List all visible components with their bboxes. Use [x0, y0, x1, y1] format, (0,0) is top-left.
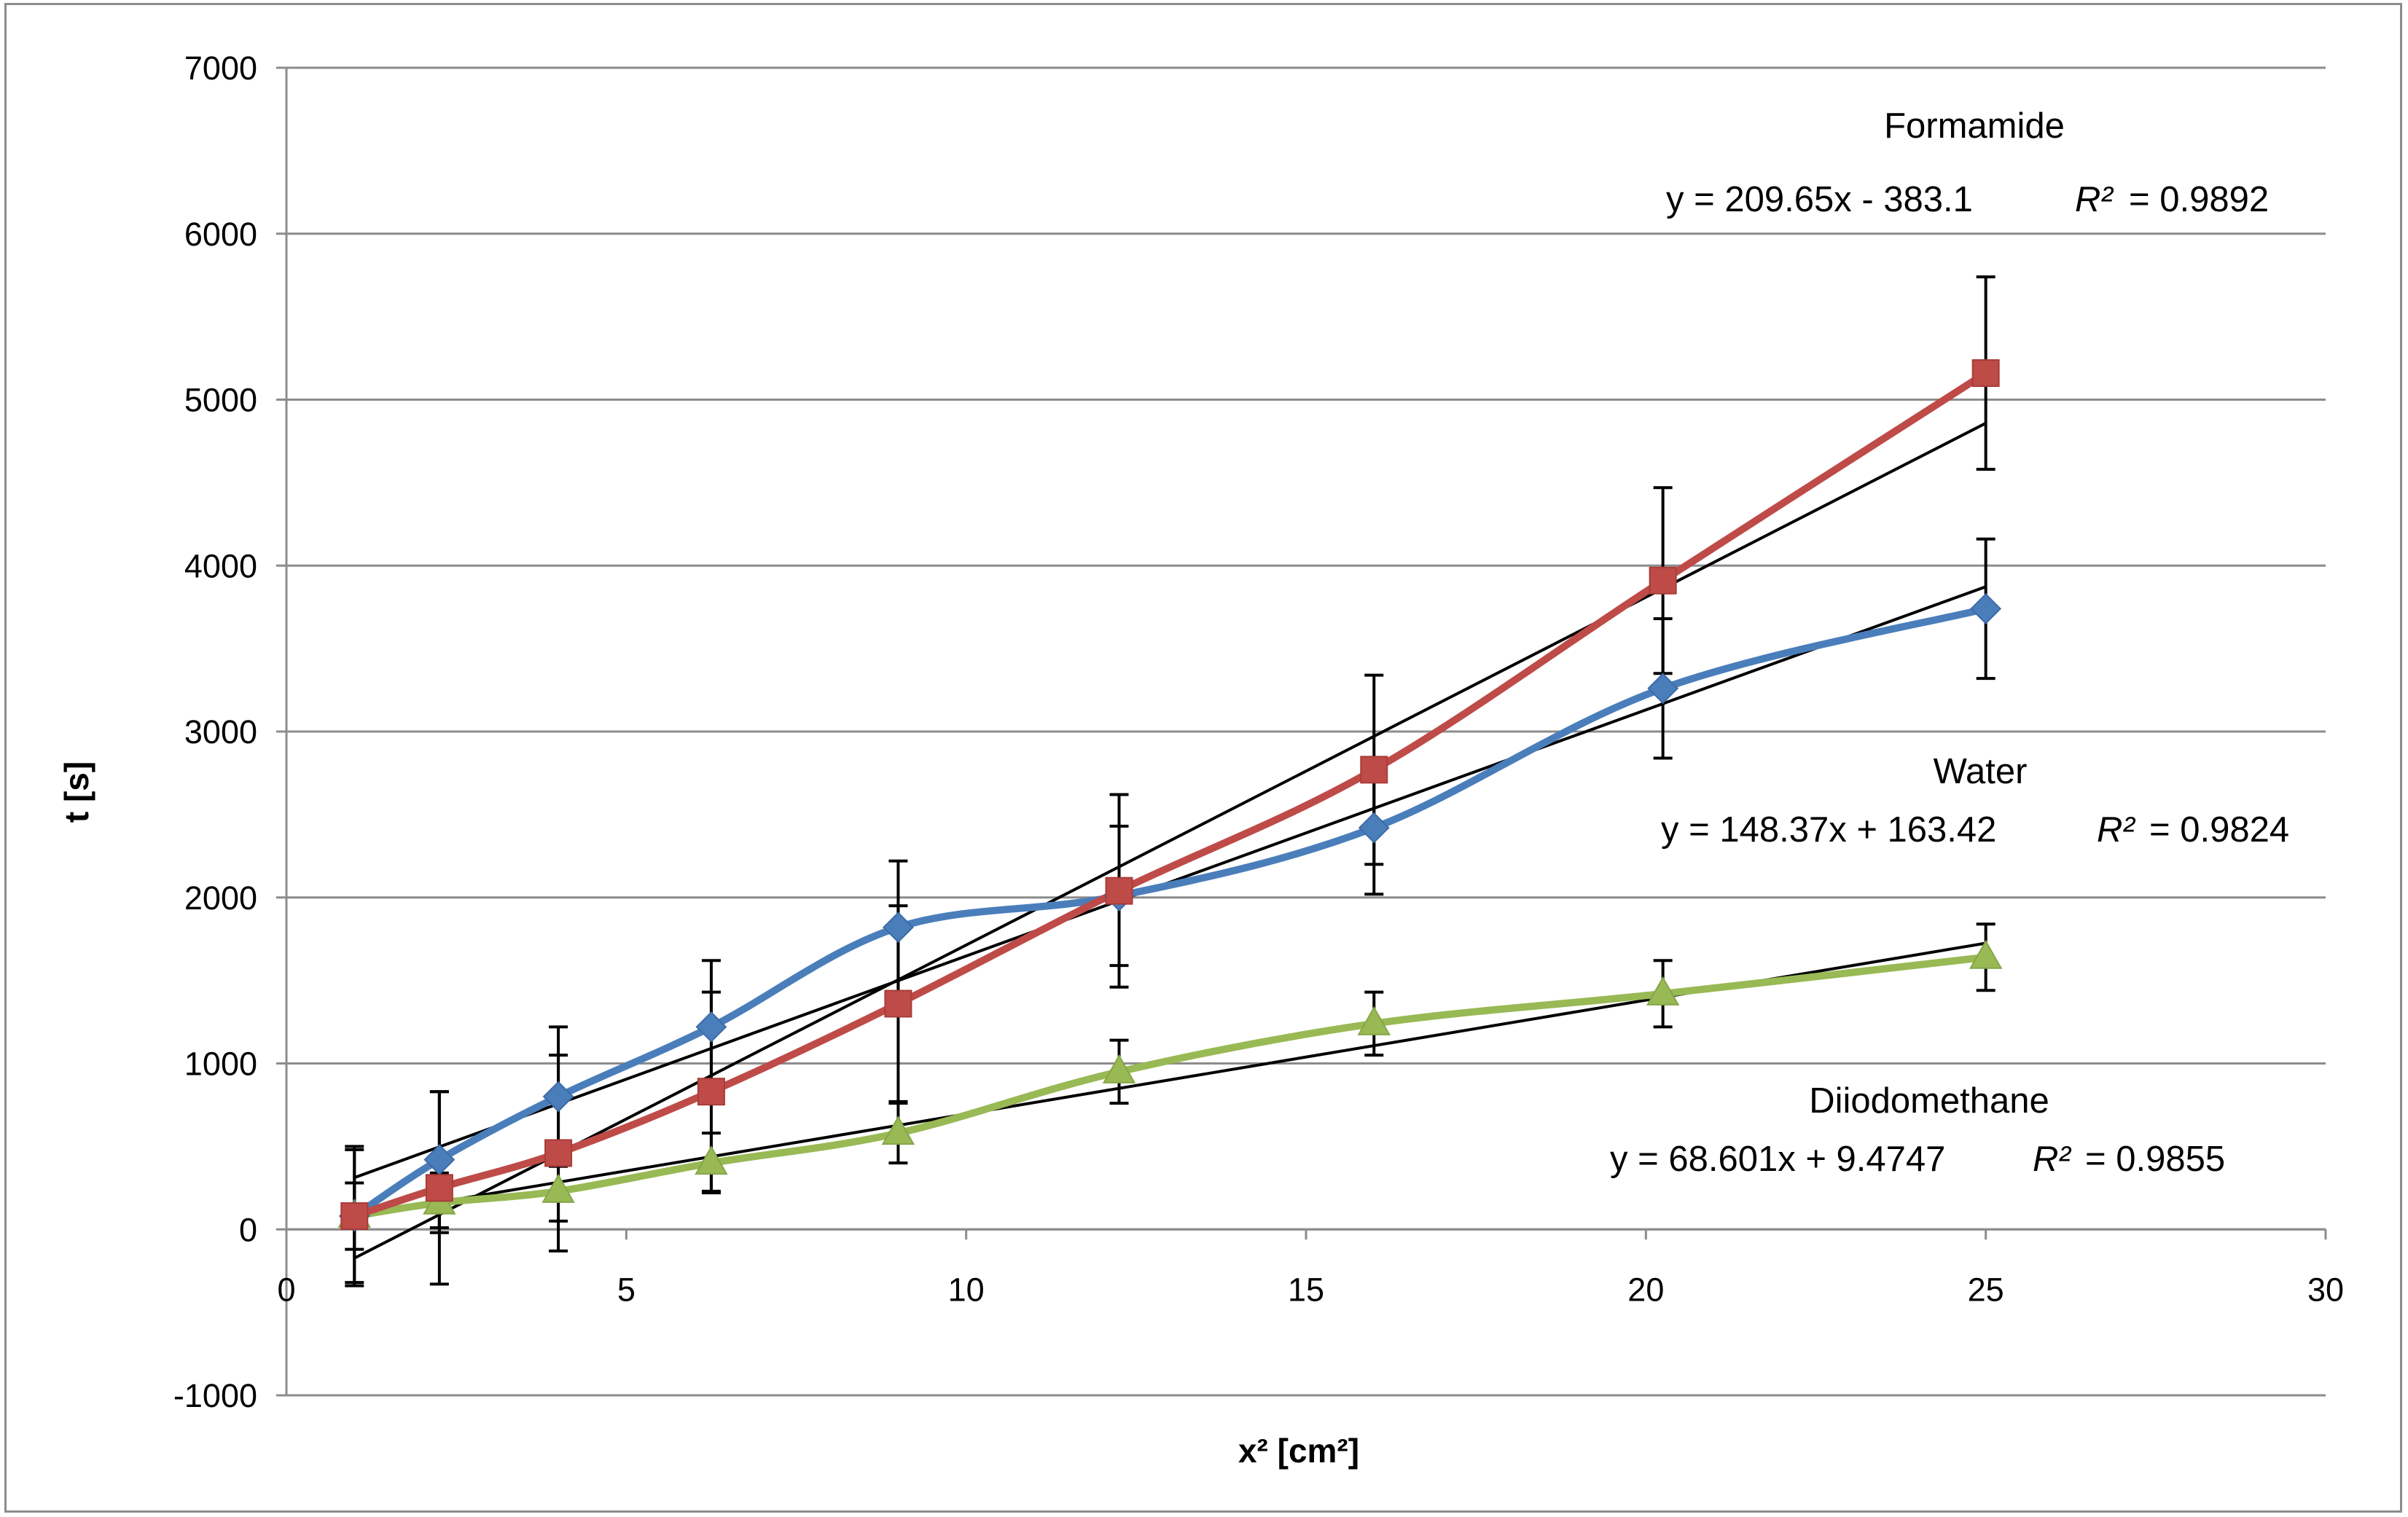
marker-layer	[337, 359, 2003, 1232]
diiodomethane-marker	[881, 1116, 915, 1145]
diiodomethane-annotation-name: Diiodomethane	[1809, 1081, 2049, 1121]
x-tick-label: 0	[277, 1271, 295, 1308]
water-fit-equation: y = 148.37x + 163.42	[1661, 810, 1996, 850]
water-series-line	[351, 605, 1990, 1220]
error-layer	[345, 275, 1995, 1287]
x-tick-label: 25	[1968, 1271, 2004, 1308]
diiodomethane-fit-equation: y = 68.601x + 9.4747	[1610, 1140, 1945, 1179]
y-tick-label: 2000	[184, 879, 257, 917]
y-tick-label: 7000	[184, 50, 257, 87]
x-tick-label: 30	[2307, 1271, 2344, 1308]
y-tick-label: 6000	[184, 216, 257, 253]
diiodomethane-marker	[1646, 976, 1680, 1006]
diiodomethane-marker	[1102, 1054, 1136, 1083]
formamide-marker	[340, 1202, 369, 1231]
grid-layer	[276, 66, 2326, 1397]
y-tick-label: 5000	[184, 382, 257, 419]
water-marker	[1970, 593, 2002, 624]
water-annotation-name: Water	[1934, 752, 2028, 791]
y-axis-title: t [s]	[58, 761, 95, 823]
x-tick-label: 5	[617, 1271, 636, 1308]
diiodomethane-marker	[542, 1173, 575, 1203]
water-marker	[1358, 812, 1390, 844]
water-marker	[882, 912, 914, 944]
label-layer: t [s] x² [cm²] Formamide y = 209.65x - 3…	[58, 106, 2289, 1470]
y-tick-label: 1000	[184, 1046, 257, 1083]
x-tick-label: 15	[1288, 1271, 1324, 1308]
diiodomethane-r2-label: R²	[2033, 1140, 2071, 1179]
water-r2-label: R²	[2097, 810, 2135, 850]
water-r2-value: = 0.9824	[2149, 810, 2289, 850]
diiodomethane-marker	[1969, 939, 2003, 969]
y-tick-label: 4000	[184, 547, 257, 584]
formamide-marker	[1971, 359, 2000, 388]
diiodomethane-marker	[1357, 1006, 1391, 1035]
water-marker	[1647, 673, 1679, 705]
formamide-marker	[544, 1139, 573, 1167]
x-axis-title: x² [cm²]	[1238, 1432, 1359, 1470]
y-tick-label: -1000	[173, 1377, 257, 1414]
formamide-marker	[425, 1174, 453, 1202]
formamide-marker	[1105, 877, 1133, 905]
chart-svg: -1000 0 1000 2000 3000 4000 5000 6000 7000 0 5 10 15…	[58, 50, 2344, 1470]
y-tick-label: 3000	[184, 713, 257, 750]
x-tick-label: 10	[948, 1271, 985, 1308]
water-marker	[542, 1081, 574, 1113]
formamide-marker	[884, 989, 912, 1018]
formamide-fit-equation: y = 209.65x - 383.1	[1666, 180, 1973, 219]
x-tick-label: 20	[1627, 1271, 1664, 1308]
diiodomethane-r2-value: = 0.9855	[2085, 1140, 2225, 1179]
diiodomethane-marker	[695, 1145, 728, 1175]
formamide-annotation-name: Formamide	[1884, 106, 2065, 146]
formamide-r2-label: R²	[2075, 180, 2114, 219]
water-marker	[695, 1011, 727, 1043]
formamide-marker	[1360, 756, 1388, 784]
formamide-marker	[1649, 566, 1677, 595]
formamide-r2-value: = 0.9892	[2129, 180, 2269, 219]
chart-frame: -1000 0 1000 2000 3000 4000 5000 6000 7000 0 5 10 15…	[4, 3, 2402, 1513]
axis-layer: -1000 0 1000 2000 3000 4000 5000 6000 7000 0 5 10 15…	[173, 50, 2344, 1414]
formamide-trendline	[353, 422, 1987, 1260]
formamide-marker	[697, 1078, 725, 1106]
y-tick-label: 0	[239, 1211, 257, 1248]
